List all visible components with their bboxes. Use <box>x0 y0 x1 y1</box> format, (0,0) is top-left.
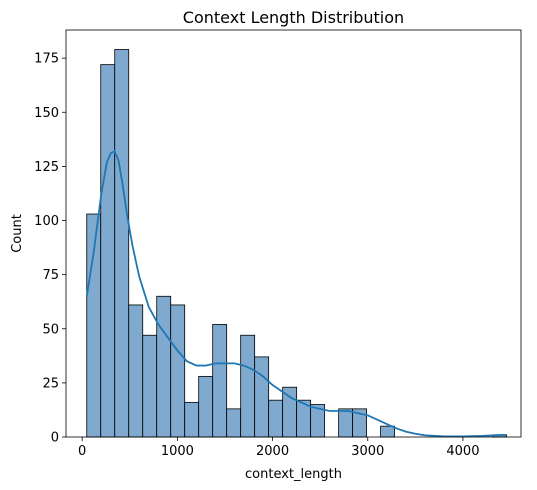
y-tick-label: 25 <box>42 376 59 391</box>
y-axis-label: Count <box>10 214 25 253</box>
y-tick-label: 150 <box>34 106 59 121</box>
histogram-bar <box>128 304 144 438</box>
y-tick-label: 0 <box>51 431 59 446</box>
y-tick-label: 175 <box>34 52 59 67</box>
x-tick-label: 3000 <box>351 444 384 459</box>
x-tick-label: 0 <box>78 444 86 459</box>
x-tick-label: 1000 <box>161 444 194 459</box>
y-axis-ticks: 0 25 50 75 100 125 150 175 <box>34 52 66 446</box>
histogram-bar <box>240 334 256 438</box>
histogram-bar <box>226 408 242 438</box>
kde-curve <box>85 149 506 438</box>
x-tick-label: 2000 <box>256 444 289 459</box>
y-tick-label: 50 <box>42 322 59 337</box>
axes <box>65 29 522 438</box>
histogram-bar <box>100 64 116 438</box>
histogram-bar <box>282 386 298 438</box>
x-tick-label: 4000 <box>446 444 479 459</box>
y-tick-label: 125 <box>34 160 59 175</box>
histogram-bar <box>156 295 172 438</box>
histogram-bar <box>254 356 270 438</box>
histogram-bar <box>338 408 354 438</box>
y-tick-label: 75 <box>42 268 59 283</box>
histogram-bars <box>86 49 507 438</box>
histogram-bar <box>142 334 158 438</box>
x-axis-ticks: 0 1000 2000 3000 4000 <box>78 437 479 459</box>
plot-frame <box>65 29 522 438</box>
histogram-bar <box>184 401 200 438</box>
histogram-bar <box>380 425 395 438</box>
y-tick-label: 100 <box>34 214 59 229</box>
histogram-bar <box>198 375 214 438</box>
chart-title: Context Length Distribution <box>183 8 404 27</box>
x-axis-label: context_length <box>245 467 342 482</box>
histogram-bar <box>212 324 228 438</box>
histogram-bar <box>170 304 186 438</box>
histogram-bar <box>268 399 284 438</box>
histogram-bar <box>114 49 130 438</box>
